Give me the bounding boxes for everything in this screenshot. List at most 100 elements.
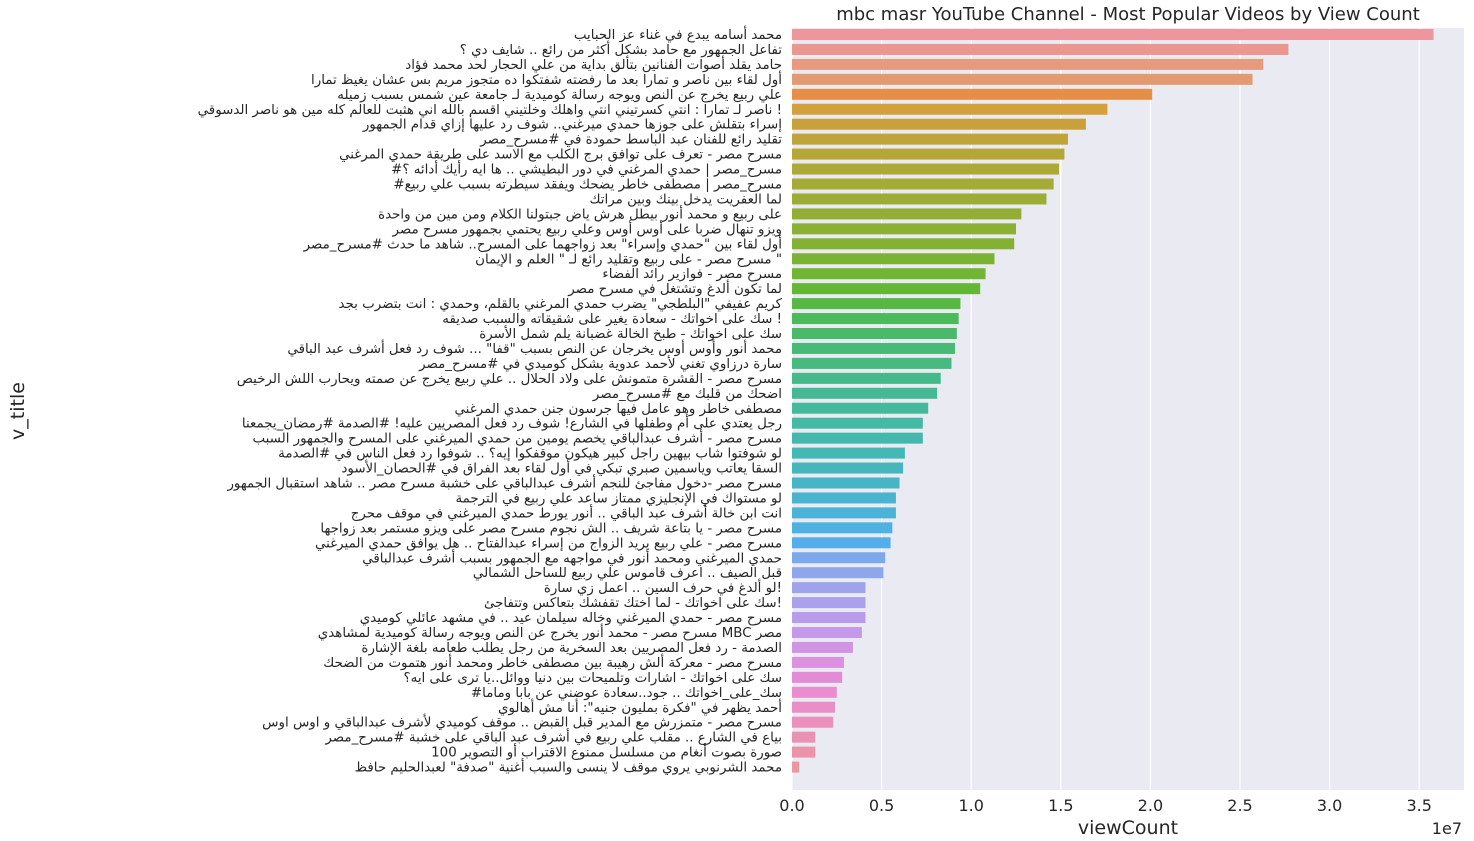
category-label: #مسرح_مصر | حمدي المرغني في دور البطيشي … [391, 160, 782, 178]
bar [792, 253, 995, 265]
category-label: لو ألدغ في حرف السين .. اعمل زي سارة! [544, 578, 782, 596]
category-labels: محمد أسامه يبدع في غناء عز الحبايبتفاعل … [198, 25, 783, 776]
x-tick-label: 2.5 [1227, 796, 1252, 815]
category-label: اضحك من قلبك مع #مسرح_مصر [592, 387, 782, 402]
bar [792, 29, 1434, 40]
bar [792, 627, 862, 638]
bar [792, 477, 900, 489]
bar [792, 88, 1153, 100]
bar [792, 432, 923, 444]
bar [792, 283, 981, 295]
bar [792, 731, 816, 743]
category-label: انت ابن خالة أشرف عبد الباقي .. أنور يور… [351, 503, 782, 521]
x-tick-label: 1.0 [958, 796, 983, 815]
category-label: حامد يقلد أصوات الفنانين بتألق بداية من … [405, 55, 782, 73]
bar [792, 716, 834, 728]
x-tick-label: 2.0 [1138, 796, 1163, 815]
bar [792, 268, 986, 280]
bar [792, 641, 853, 653]
category-label: سك على اخواتك - اشارات وتلميحات بين دنيا… [404, 671, 782, 686]
category-label: قبل الصيف .. اعرف قاموس علي ربيع للساحل … [473, 566, 782, 581]
category-label: ناصر لـ تمارا : انتي كسرتيني انتي واهلك … [198, 103, 782, 118]
category-label: سك على اخواتك - لما اختك تقفشك بتعاكس وت… [484, 596, 782, 611]
category-label: مسرح مصر - القشرة متمونش على ولاد الحلال… [237, 372, 782, 387]
bar [792, 133, 1068, 145]
category-label: أول لقاء بين ناصر و تمارا بعد ما رفضته ش… [311, 70, 782, 88]
bar [792, 372, 941, 384]
category-label: مصطفى خاطر وهو عامل فيها جرسون جنن حمدي … [455, 402, 783, 417]
bar [792, 417, 923, 429]
bar [792, 746, 816, 758]
bar [792, 612, 866, 624]
category-label: مسرح مصر -دخول مفاجئ للنجم أشرف عبدالباق… [226, 474, 782, 492]
bar [792, 686, 837, 698]
bar [792, 761, 800, 773]
bar [792, 238, 1015, 250]
category-label: أول لقاء بين "حمدي وإسراء" بعد زواجهما ع… [303, 234, 782, 252]
category-label: لو شوفتوا شاب بيهين راجل كبير هيكون موقف… [278, 447, 782, 462]
category-label: ويزو تنهال ضربا على أوس أوس وعلي ربيع يح… [391, 219, 782, 237]
x-tick-labels: 0.0 0.5 1.0 1.5 2.0 2.5 3.0 3.5 [779, 796, 1432, 815]
bar [792, 537, 891, 549]
x-axis-label: viewCount [1078, 817, 1178, 839]
bars [792, 29, 1434, 773]
bar [792, 328, 957, 339]
category-label: #مسرح_مصر | مصطفى خاطر يضحك ويفقد سيطرته… [393, 178, 782, 193]
category-label: مسرح مصر - فوازير رائد الفضاء [602, 267, 782, 282]
bar [792, 148, 1065, 160]
category-label: مسرح مصر - تعرف على توافق برج الكلب مع ا… [339, 148, 782, 163]
y-axis-label: v_title [7, 382, 29, 440]
x-tick-label: 0.5 [869, 796, 894, 815]
x-offset-label: 1e7 [1432, 819, 1462, 838]
bar [792, 656, 844, 668]
category-label: سك على اخواتك - طبخ الخالة غضبانة يلم شم… [479, 325, 782, 342]
bar [792, 507, 896, 519]
bar [792, 701, 836, 713]
bar [792, 103, 1108, 115]
category-label: مسرح مصر - علي ربيع يريد الزواج من إسراء… [315, 536, 782, 551]
category-label: محمد أسامه يبدع في غناء عز الحبايب [574, 25, 782, 43]
bar [792, 387, 938, 399]
category-label: سارة درزاوي تغني لأحمد عدوية بشكل كوميدي… [418, 355, 782, 372]
bar [792, 357, 952, 369]
category-label: على ربيع و محمد أنور بيطل هرش ياض جبتولن… [378, 204, 782, 222]
category-label: إسراء بتقلش على جوزها حمدي ميرغني.. شوف … [362, 118, 782, 133]
bar [792, 193, 1047, 205]
bar [792, 552, 886, 564]
x-tick-label: 1.5 [1048, 796, 1073, 815]
bar [792, 298, 961, 310]
category-label: 100 صورة بصوت أنغام من مسلسل ممنوع الاقت… [431, 743, 782, 761]
bar [792, 223, 1016, 235]
bar [792, 597, 866, 609]
bar [792, 462, 904, 474]
category-label: رجل يعتدي على أم وطفلها في الشارع! شوف ر… [242, 414, 782, 432]
category-label: #سك_على_اخواتك .. جود..سعادة عوضني عن با… [471, 686, 782, 701]
bar [792, 671, 843, 683]
category-label: السقا يعاتب وياسمين صبري تبكي في أول لقا… [341, 459, 782, 477]
bar [792, 342, 956, 354]
category-label: مسرح مصر - على ربيع وتقليد رائع لـ " الع… [475, 252, 782, 267]
category-label: مسرح مصر - حمدي الميرغني وخاله سيلمان عي… [360, 611, 782, 626]
bar [792, 313, 959, 325]
category-label: لما تكون ألدغ وتشتغل في مسرح مصر [567, 279, 782, 297]
category-label: حمدي الميرغني ومحمد أنور في مواجهه مع ال… [362, 548, 782, 566]
category-label: تفاعل الجمهور مع حامد بشكل أكثر من رائع … [460, 40, 782, 58]
category-label: مسرح مصر - معركة ألش رهيبة بين مصطفى خاط… [323, 653, 782, 671]
bar [792, 208, 1022, 220]
bar [792, 522, 893, 534]
category-label: كريم عفيفي "البلطجي" يضرب حمدي المرغني ب… [338, 297, 782, 312]
category-label: لو مستواك في الإنجليزي ممتاز ساعد علي رب… [455, 491, 782, 506]
x-tick-label: 3.5 [1406, 796, 1431, 815]
category-label: بياع في الشارع .. مقلب علي ربيع في أشرف … [324, 728, 782, 746]
bar [792, 43, 1289, 55]
category-label: مسرح مصر - محمد أنور يخرج عن النص ويوجه … [318, 623, 782, 641]
x-tick-label: 3.0 [1317, 796, 1342, 815]
bar [792, 447, 905, 459]
chart-title: mbc masr YouTube Channel - Most Popular … [836, 4, 1420, 25]
bar [792, 402, 929, 414]
bar [792, 582, 866, 594]
bar [792, 58, 1264, 70]
category-label: محمد الشرنوبي يروي موقف لا ينسى والسبب أ… [355, 758, 782, 776]
x-tick-label: 0.0 [779, 796, 804, 815]
